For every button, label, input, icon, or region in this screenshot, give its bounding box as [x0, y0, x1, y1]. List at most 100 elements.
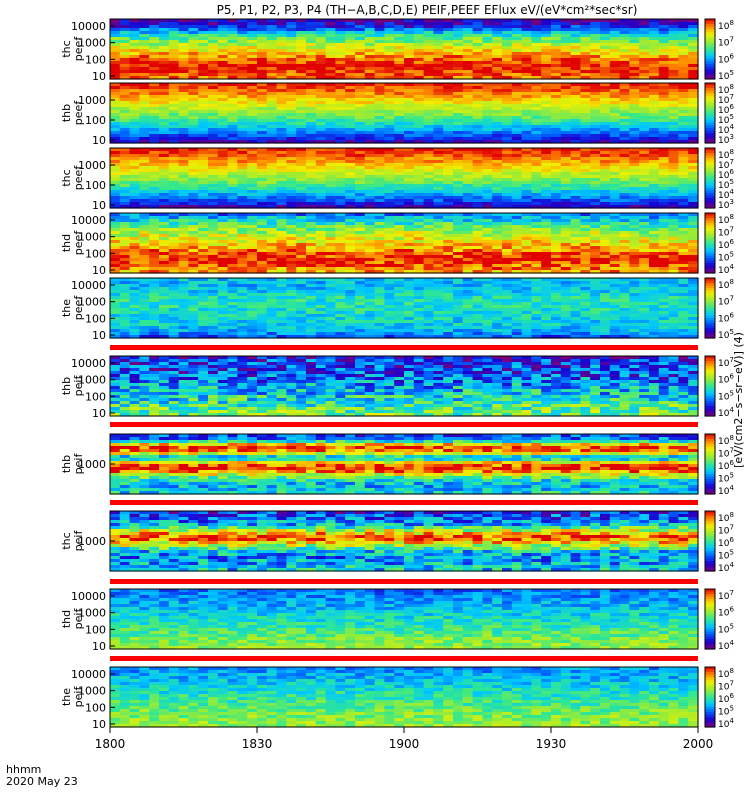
spectrogram-cell	[129, 151, 140, 155]
spectrogram-cell	[668, 113, 679, 117]
spectrogram-cell	[208, 22, 219, 26]
spectrogram-cell	[325, 46, 336, 50]
spectrogram-cell	[266, 113, 278, 117]
spectrogram-cell	[306, 131, 317, 135]
spectrogram-cell	[355, 19, 366, 23]
spectrogram-cell	[217, 104, 229, 108]
spectrogram-cell	[531, 95, 542, 99]
spectrogram-cell	[492, 92, 503, 96]
spectrogram-cell	[129, 64, 140, 68]
spectrogram-cell	[502, 104, 513, 108]
spectrogram-cell	[139, 37, 150, 41]
spectrogram-cell	[168, 134, 180, 138]
spectrogram-cell	[110, 46, 121, 50]
spectrogram-cell	[453, 19, 464, 23]
spectrogram-cell	[325, 67, 336, 71]
spectrogram-cell	[149, 154, 160, 158]
spectrogram-cell	[639, 61, 650, 65]
spectrogram-cell	[119, 193, 131, 197]
spectrogram-cell	[315, 64, 327, 68]
spectrogram-cell	[325, 43, 336, 47]
spectrogram-cell	[119, 58, 131, 62]
spectrogram-cell	[609, 61, 621, 65]
spectrogram-cell	[639, 131, 650, 135]
spectrogram-cell	[433, 58, 444, 62]
spectrogram-cell	[570, 140, 581, 144]
spectrogram-cell	[433, 140, 444, 144]
spectrogram-cell	[178, 37, 189, 41]
spectrogram-cell	[551, 76, 562, 80]
spectrogram-cell	[619, 89, 630, 93]
spectrogram-cell	[355, 131, 366, 135]
spectrogram-cell	[355, 137, 366, 141]
spectrogram-cell	[511, 89, 523, 93]
spectrogram-cell	[629, 95, 640, 99]
spectrogram-cell	[668, 140, 679, 144]
spectrogram-cell	[237, 107, 248, 111]
spectrogram-cell	[286, 137, 297, 141]
spectrogram-cell	[688, 61, 699, 65]
spectrogram-cell	[541, 95, 552, 99]
spectrogram-cell	[188, 46, 199, 50]
spectrogram-cell	[178, 73, 189, 77]
spectrogram-cell	[364, 101, 376, 105]
spectrogram-cell	[521, 49, 532, 53]
spectrogram-cell	[345, 92, 356, 96]
spectrogram-cell	[286, 73, 297, 77]
spectrogram-cell	[472, 31, 483, 35]
spectrogram-cell	[237, 125, 248, 129]
colorbar-segment	[705, 115, 715, 119]
spectrogram-cell	[394, 122, 405, 126]
spectrogram-cell	[404, 19, 415, 23]
spectrogram-cell	[266, 28, 278, 32]
spectrogram-cell	[639, 31, 650, 35]
spectrogram-cell	[149, 125, 160, 129]
spectrogram-cell	[335, 58, 346, 62]
spectrogram-cell	[178, 25, 189, 29]
spectrogram-cell	[521, 95, 532, 99]
spectrogram-cell	[541, 43, 552, 47]
spectrogram-cell	[208, 128, 219, 132]
spectrogram-cell	[541, 140, 552, 144]
spectrogram-cell	[511, 122, 523, 126]
spectrogram-cell	[149, 190, 160, 194]
spectrogram-cell	[590, 19, 601, 23]
spectrogram-cell	[531, 52, 542, 56]
spectrogram-cell	[384, 116, 395, 120]
spectrogram-cell	[227, 104, 238, 108]
spectrogram-cell	[394, 34, 405, 38]
spectrogram-cell	[609, 95, 621, 99]
spectrogram-cell	[345, 76, 356, 80]
spectrogram-cell	[129, 58, 140, 62]
spectrogram-cell	[374, 92, 385, 96]
spectrogram-cell	[394, 128, 405, 132]
spectrogram-cell	[609, 125, 621, 129]
spectrogram-cell	[355, 67, 366, 71]
spectrogram-cell	[658, 55, 670, 59]
spectrogram-cell	[678, 140, 689, 144]
spectrogram-cell	[188, 83, 199, 87]
spectrogram-cell	[110, 22, 121, 26]
spectrogram-cell	[580, 76, 591, 80]
spectrogram-cell	[266, 52, 278, 56]
spectrogram-cell	[257, 64, 268, 68]
spectrogram-cell	[257, 140, 268, 144]
spectrogram-cell	[325, 131, 336, 135]
spectrogram-cell	[276, 125, 287, 129]
spectrogram-cell	[658, 92, 670, 96]
spectrogram-cell	[531, 92, 542, 96]
spectrogram-cell	[531, 98, 542, 102]
spectrogram-cell	[462, 131, 474, 135]
spectrogram-cell	[257, 52, 268, 56]
spectrogram-cell	[462, 110, 474, 114]
spectrogram-cell	[619, 128, 630, 132]
spectrogram-cell	[443, 98, 454, 102]
spectrogram-cell	[394, 92, 405, 96]
spectrogram-cell	[629, 25, 640, 29]
spectrogram-cell	[247, 37, 258, 41]
spectrogram-cell	[404, 70, 415, 74]
colorbar-segment	[705, 98, 715, 102]
spectrogram-cell	[286, 31, 297, 35]
spectrogram-cell	[551, 83, 562, 87]
spectrogram-cell	[315, 86, 327, 90]
